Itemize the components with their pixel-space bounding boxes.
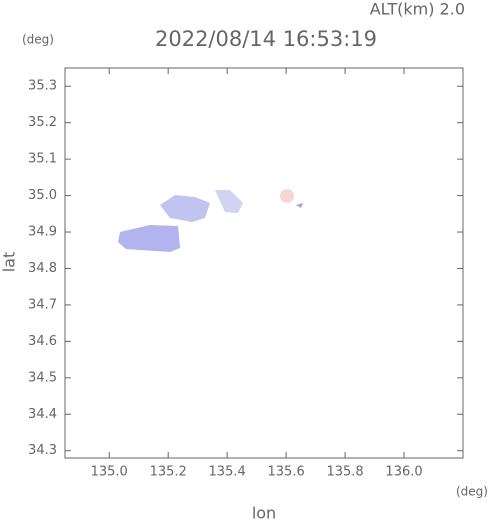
echo: [296, 203, 303, 208]
echo-areas: [118, 189, 303, 252]
y-axis-label: lat: [0, 252, 19, 273]
x-tick-label: 135.6: [268, 465, 305, 480]
x-tick-label: 135.4: [209, 465, 246, 480]
y-tick-label: 34.6: [28, 334, 57, 349]
echo: [118, 225, 180, 252]
y-tick-label: 34.9: [28, 225, 57, 240]
x-axis-label: lon: [252, 504, 276, 522]
x-tick-label: 136.0: [385, 465, 422, 480]
y-tick-label: 35.3: [28, 79, 57, 94]
x-tick-label: 135.8: [326, 465, 363, 480]
y-tick-label: 34.4: [28, 407, 57, 422]
y-unit: (deg): [22, 33, 54, 47]
x-tick-label: 135.2: [150, 465, 187, 480]
echo: [280, 189, 294, 203]
plot-frame: [64, 67, 464, 459]
chart-title: 2022/08/14 16:53:19: [155, 27, 377, 51]
y-tick-label: 35.0: [28, 188, 57, 203]
subtitle: ALT(km) 2.0: [370, 0, 465, 19]
y-tick-label: 35.2: [28, 115, 57, 130]
y-tick-label: 35.1: [28, 152, 57, 167]
echo: [160, 195, 210, 222]
y-tick-label: 34.7: [28, 297, 57, 312]
echo: [215, 190, 243, 213]
x-unit: (deg): [456, 485, 488, 499]
y-tick-label: 34.3: [28, 443, 57, 458]
y-tick-label: 34.5: [28, 370, 57, 385]
y-tick-label: 34.8: [28, 261, 57, 276]
x-tick-label: 135.0: [91, 465, 128, 480]
